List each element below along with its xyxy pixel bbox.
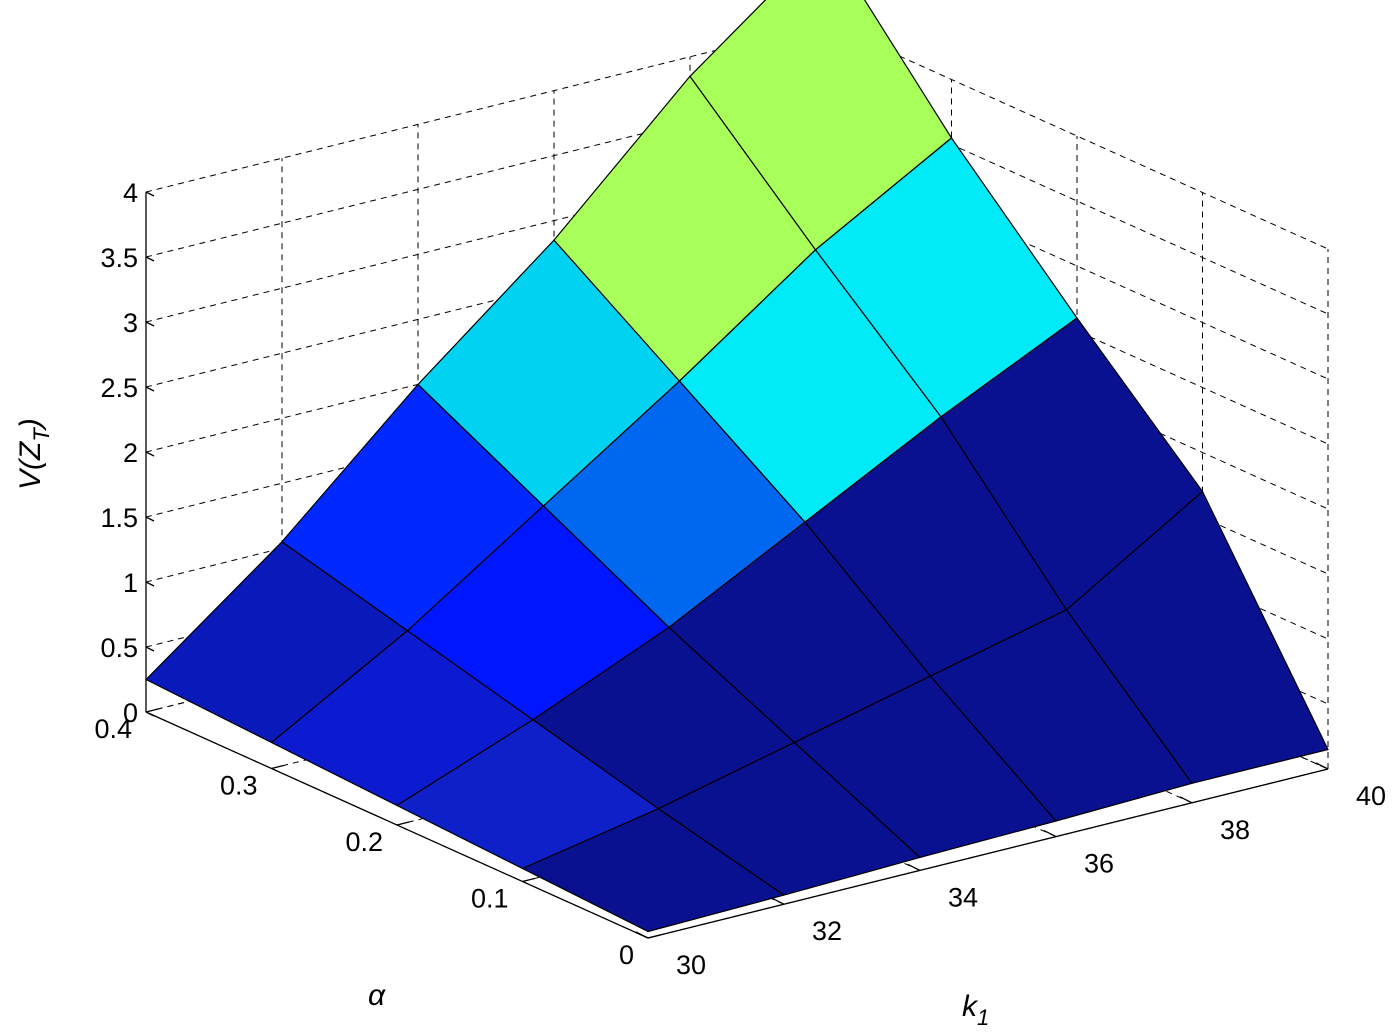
z-tick-mark: [145, 256, 155, 262]
z-tick-mark: [145, 711, 155, 717]
z-tick-label: 0.5: [100, 633, 138, 663]
grid-line-z: [145, 217, 1329, 445]
alpha-tick-label: 0.1: [471, 884, 509, 914]
z-tick-label: 2: [123, 438, 138, 468]
z-tick-label: 1.5: [100, 503, 138, 533]
alpha-tick-mark: [271, 764, 284, 770]
k1-tick-mark: [907, 863, 921, 871]
k1-tick-label: 30: [676, 950, 706, 980]
alpha-tick-mark: [145, 708, 159, 713]
surface-layer: [145, 0, 1329, 933]
grid-line-z: [145, 87, 1329, 315]
y-axis-label: α: [368, 979, 386, 1012]
alpha-tick-label: 0.3: [220, 771, 258, 801]
k1-tick-mark: [771, 897, 785, 905]
z-tick-mark: [145, 321, 155, 327]
z-tick-label: 4: [123, 178, 138, 208]
z-tick-mark: [145, 386, 155, 392]
surface-face: [1065, 490, 1329, 784]
alpha-tick-mark: [522, 877, 535, 883]
k1-tick-mark: [1043, 830, 1057, 838]
k1-tick-mark: [635, 931, 649, 939]
z-tick-mark: [145, 451, 155, 457]
alpha-tick-mark: [647, 934, 661, 939]
alpha-tick-label: 0.4: [94, 714, 132, 744]
alpha-tick-label: 0: [619, 940, 634, 970]
z-axis-label: V(ZT): [14, 418, 54, 490]
z-tick-mark: [145, 191, 155, 197]
k1-tick-mark: [1315, 762, 1329, 770]
grid-line-z: [145, 152, 1329, 380]
z-tick-label: 2.5: [100, 373, 138, 403]
k1-tick-label: 38: [1220, 815, 1250, 845]
alpha-tick-label: 0.2: [345, 827, 383, 857]
z-tick-label: 0: [123, 698, 138, 728]
alpha-tick-mark: [396, 821, 410, 826]
k1-tick-label: 36: [1084, 849, 1114, 879]
z-tick-mark: [145, 646, 155, 652]
k1-tick-label: 40: [1356, 781, 1386, 811]
z-tick-mark: [145, 581, 155, 587]
k1-axis-line: [647, 768, 1329, 939]
z-tick-mark: [145, 516, 155, 522]
k1-tick-label: 32: [812, 916, 842, 946]
z-tick-label: 1: [123, 568, 138, 598]
grid-line-z: [145, 22, 1329, 250]
k1-tick-label: 34: [948, 882, 978, 912]
z-tick-label: 3.5: [100, 243, 138, 273]
k1-tick-mark: [1179, 796, 1193, 804]
z-tick-label: 3: [123, 308, 138, 338]
tick-labels: 00.511.522.533.5400.10.20.30.43032343638…: [94, 178, 1386, 980]
x-axis-label: k1: [962, 990, 989, 1030]
